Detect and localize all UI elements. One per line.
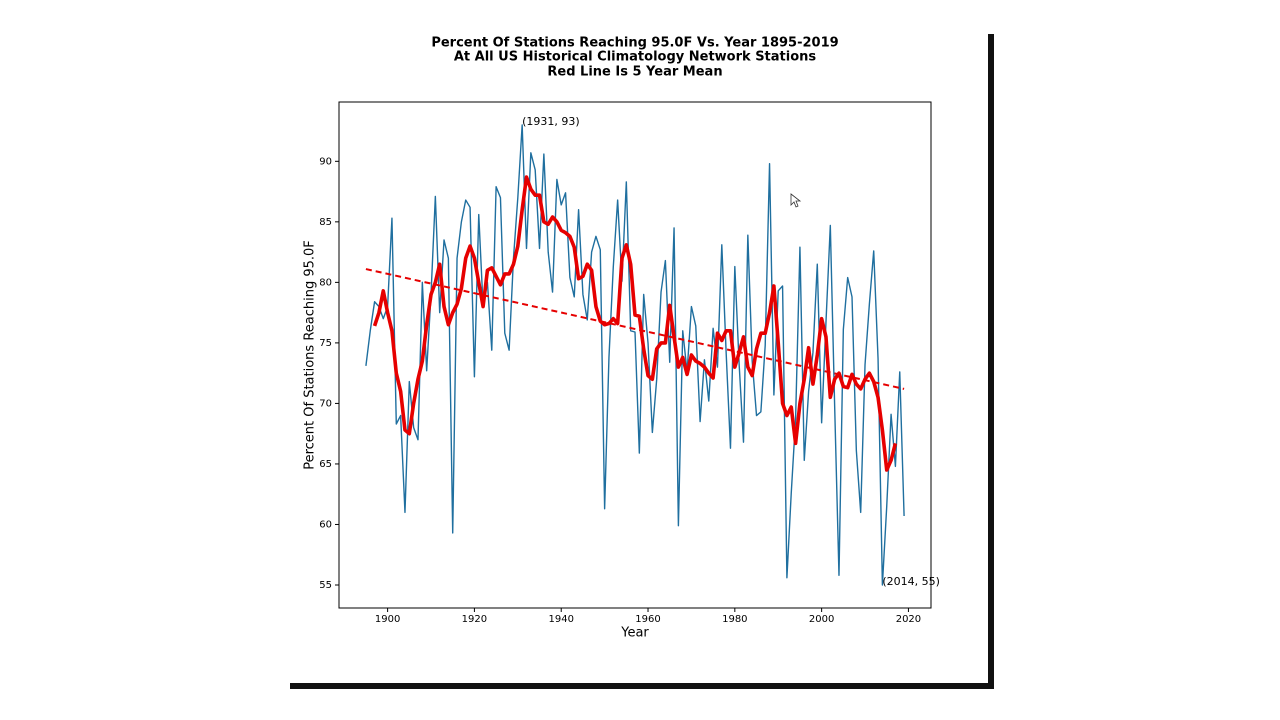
y-tick-label: 75 [319,338,332,349]
x-tick-label: 1980 [722,614,747,625]
y-tick-label: 70 [319,398,332,409]
annotation: (2014, 55) [882,575,940,588]
y-tick-label: 85 [319,217,332,228]
plot-area: 1900 1920 1940 1960 1980 2000 2020 55 60 65 70 75 80… [319,124,921,625]
y-tick-label: 55 [319,580,332,591]
x-tick-label: 1920 [462,614,487,625]
x-tick-label: 1940 [548,614,573,625]
y-tick-label: 60 [319,519,332,530]
x-tick-label: 2020 [896,614,921,625]
y-tick-label: 90 [319,156,332,167]
trend-line [365,268,905,390]
x-tick-label: 2000 [809,614,834,625]
mean-line [372,175,898,472]
x-axis-label: Year [620,626,649,641]
chart-subtitle: At All US Historical Climatology Network… [454,50,817,65]
x-tick-label: 1900 [375,614,400,625]
y-tick-label: 65 [319,459,332,470]
x-tick-label: 1960 [635,614,660,625]
chart-title: Percent Of Stations Reaching 95.0F Vs. Y… [431,36,838,51]
mouse-cursor [790,193,802,208]
annotation: (1931, 93) [522,115,580,128]
data-line [365,124,905,586]
y-axis-label: Percent Of Stations Reaching 95.0F [303,240,318,470]
y-tick-label: 80 [319,277,332,288]
chart-subtitle: Red Line Is 5 Year Mean [547,65,722,80]
axes-frame [338,101,932,609]
